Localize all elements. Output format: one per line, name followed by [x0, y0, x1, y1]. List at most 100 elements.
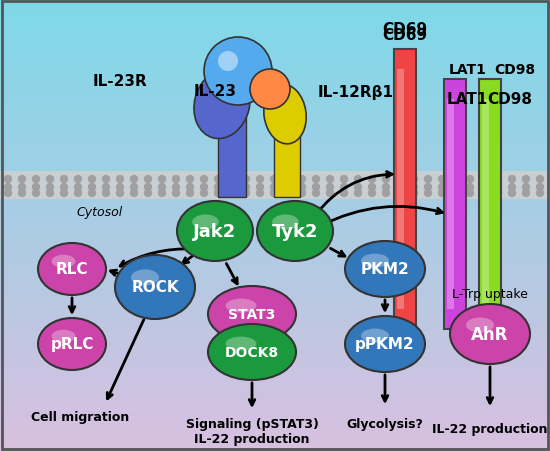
Bar	[0, 130, 550, 135]
Ellipse shape	[38, 318, 106, 370]
Text: RLC: RLC	[56, 262, 88, 277]
Text: Cell migration: Cell migration	[31, 410, 129, 423]
Circle shape	[425, 184, 432, 191]
Bar	[0, 282, 550, 288]
Bar	[0, 158, 550, 163]
Bar	[397, 70, 404, 309]
Circle shape	[158, 184, 166, 191]
Bar	[0, 172, 550, 199]
Circle shape	[32, 184, 40, 191]
Bar	[0, 276, 550, 282]
Ellipse shape	[115, 255, 195, 319]
Circle shape	[256, 176, 263, 183]
Circle shape	[243, 184, 250, 191]
Bar	[0, 208, 550, 214]
Circle shape	[271, 184, 278, 191]
Text: Signaling (pSTAT3): Signaling (pSTAT3)	[185, 418, 318, 431]
Circle shape	[214, 184, 222, 191]
Circle shape	[522, 176, 530, 183]
Circle shape	[60, 176, 68, 183]
Circle shape	[173, 184, 179, 191]
Ellipse shape	[226, 299, 256, 313]
Circle shape	[481, 190, 487, 197]
Bar	[0, 344, 550, 350]
Bar	[0, 446, 550, 451]
Bar	[0, 383, 550, 389]
Circle shape	[466, 190, 474, 197]
Bar	[0, 11, 550, 17]
Text: CD69: CD69	[382, 28, 427, 42]
Text: CD69: CD69	[382, 23, 427, 37]
Circle shape	[382, 190, 389, 197]
Circle shape	[425, 190, 432, 197]
Ellipse shape	[345, 316, 425, 372]
Bar	[0, 243, 550, 248]
Bar	[0, 400, 550, 406]
Ellipse shape	[38, 244, 106, 295]
Bar	[0, 45, 550, 51]
Ellipse shape	[361, 254, 389, 268]
Bar	[0, 135, 550, 141]
Circle shape	[117, 184, 124, 191]
Text: Jak2: Jak2	[194, 222, 236, 240]
Bar	[0, 0, 550, 5]
Text: IL-12Rβ1: IL-12Rβ1	[318, 84, 394, 99]
Text: IL-23R: IL-23R	[92, 74, 147, 89]
Circle shape	[382, 176, 389, 183]
Circle shape	[102, 184, 109, 191]
Circle shape	[355, 176, 361, 183]
Text: Tyk2: Tyk2	[272, 222, 318, 240]
Circle shape	[102, 190, 109, 197]
Circle shape	[145, 176, 151, 183]
Text: Cytosol: Cytosol	[77, 206, 123, 219]
Circle shape	[201, 184, 207, 191]
Bar	[0, 203, 550, 208]
Circle shape	[102, 176, 109, 183]
Bar	[0, 28, 550, 34]
Text: IL-22 production: IL-22 production	[432, 423, 548, 436]
Circle shape	[481, 184, 487, 191]
Bar	[0, 259, 550, 265]
Ellipse shape	[450, 304, 530, 364]
Bar	[0, 417, 550, 423]
Circle shape	[481, 176, 487, 183]
Circle shape	[536, 176, 543, 183]
Circle shape	[201, 190, 207, 197]
Ellipse shape	[194, 70, 250, 139]
Bar	[0, 186, 550, 192]
Bar	[0, 338, 550, 344]
Text: ROCK: ROCK	[131, 280, 179, 295]
Bar	[482, 100, 488, 309]
Text: DOCK8: DOCK8	[225, 345, 279, 359]
Ellipse shape	[208, 324, 296, 380]
Bar	[444, 80, 466, 329]
Text: CD98: CD98	[487, 92, 532, 107]
Text: PKM2: PKM2	[361, 262, 409, 277]
Circle shape	[438, 184, 446, 191]
Bar	[0, 372, 550, 377]
Circle shape	[536, 184, 543, 191]
Circle shape	[130, 184, 138, 191]
Circle shape	[453, 176, 459, 183]
Circle shape	[117, 176, 124, 183]
Bar	[0, 85, 550, 90]
Bar	[0, 34, 550, 39]
Bar	[0, 310, 550, 316]
Bar	[0, 440, 550, 445]
Bar	[0, 40, 550, 45]
Ellipse shape	[226, 337, 256, 351]
Ellipse shape	[52, 255, 75, 268]
Circle shape	[397, 190, 404, 197]
Circle shape	[340, 176, 348, 183]
Bar	[0, 101, 550, 107]
Circle shape	[355, 184, 361, 191]
Circle shape	[494, 184, 502, 191]
Ellipse shape	[192, 215, 219, 230]
Circle shape	[201, 176, 207, 183]
Bar	[0, 271, 550, 276]
Circle shape	[453, 184, 459, 191]
Circle shape	[19, 184, 25, 191]
Circle shape	[250, 70, 290, 110]
Bar	[0, 23, 550, 28]
Circle shape	[509, 190, 515, 197]
